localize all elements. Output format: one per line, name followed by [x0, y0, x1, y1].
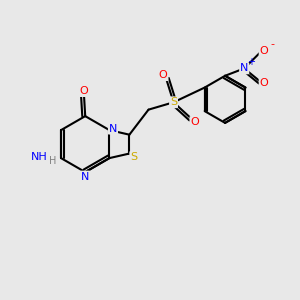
Text: O: O [80, 86, 88, 96]
Text: O: O [190, 117, 199, 127]
Text: S: S [130, 152, 137, 162]
Text: S: S [170, 97, 177, 107]
Text: O: O [159, 70, 168, 80]
Text: NH: NH [31, 152, 47, 162]
Text: N: N [109, 124, 117, 134]
Text: +: + [247, 57, 255, 67]
Text: N: N [240, 63, 248, 74]
Text: O: O [260, 46, 268, 56]
Text: -: - [271, 39, 275, 49]
Text: H: H [49, 156, 56, 166]
Text: O: O [260, 78, 268, 88]
Text: N: N [81, 172, 89, 182]
